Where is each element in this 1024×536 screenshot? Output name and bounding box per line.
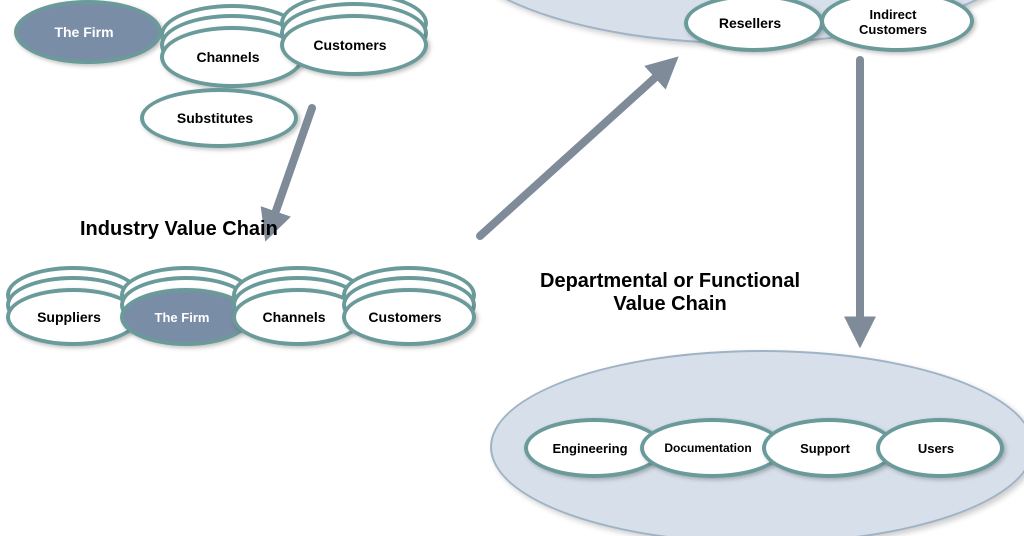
ivc_channels-label: Channels bbox=[232, 309, 356, 325]
hq_channels: Channels bbox=[160, 26, 296, 80]
ivc_channels: Channels bbox=[232, 288, 356, 338]
hq_customers: Customers bbox=[280, 14, 420, 68]
dept_users-label: Users bbox=[876, 441, 996, 456]
hq_the_firm-label: The Firm bbox=[14, 24, 154, 40]
ivc_suppliers-label: Suppliers bbox=[6, 309, 132, 325]
ivc_suppliers: Suppliers bbox=[6, 288, 132, 338]
tr_resellers-label: Resellers bbox=[684, 15, 816, 31]
industry-value-chain-title: Industry Value Chain bbox=[80, 218, 278, 241]
ivc_the_firm: The Firm bbox=[120, 288, 244, 338]
hq_channels-label: Channels bbox=[160, 49, 296, 65]
hq_substitutes: Substitutes bbox=[140, 88, 290, 140]
hq_the_firm: The Firm bbox=[14, 0, 154, 56]
tr_indirect-label: Indirect Customers bbox=[820, 7, 966, 37]
dept_documentation-label: Documentation bbox=[640, 441, 776, 455]
diagram-stage: The FirmChannelsCustomersSubstitutesRese… bbox=[0, 0, 1024, 536]
dept_engineering: Engineering bbox=[524, 418, 656, 470]
departmental-value-chain-title: Departmental or Functional Value Chain bbox=[540, 270, 800, 316]
tr_indirect: Indirect Customers bbox=[820, 0, 966, 44]
hq_customers-label: Customers bbox=[280, 37, 420, 53]
ivc_customers-label: Customers bbox=[342, 309, 468, 325]
dept_engineering-label: Engineering bbox=[524, 441, 656, 456]
dept_support: Support bbox=[762, 418, 888, 470]
ivc_customers: Customers bbox=[342, 288, 468, 338]
arrow_ivc_to_topoval bbox=[480, 66, 668, 236]
dept_users: Users bbox=[876, 418, 996, 470]
tr_resellers: Resellers bbox=[684, 0, 816, 44]
dept_support-label: Support bbox=[762, 441, 888, 456]
ivc_the_firm-label: The Firm bbox=[120, 310, 244, 325]
dept_documentation: Documentation bbox=[640, 418, 776, 470]
hq_substitutes-label: Substitutes bbox=[140, 110, 290, 126]
